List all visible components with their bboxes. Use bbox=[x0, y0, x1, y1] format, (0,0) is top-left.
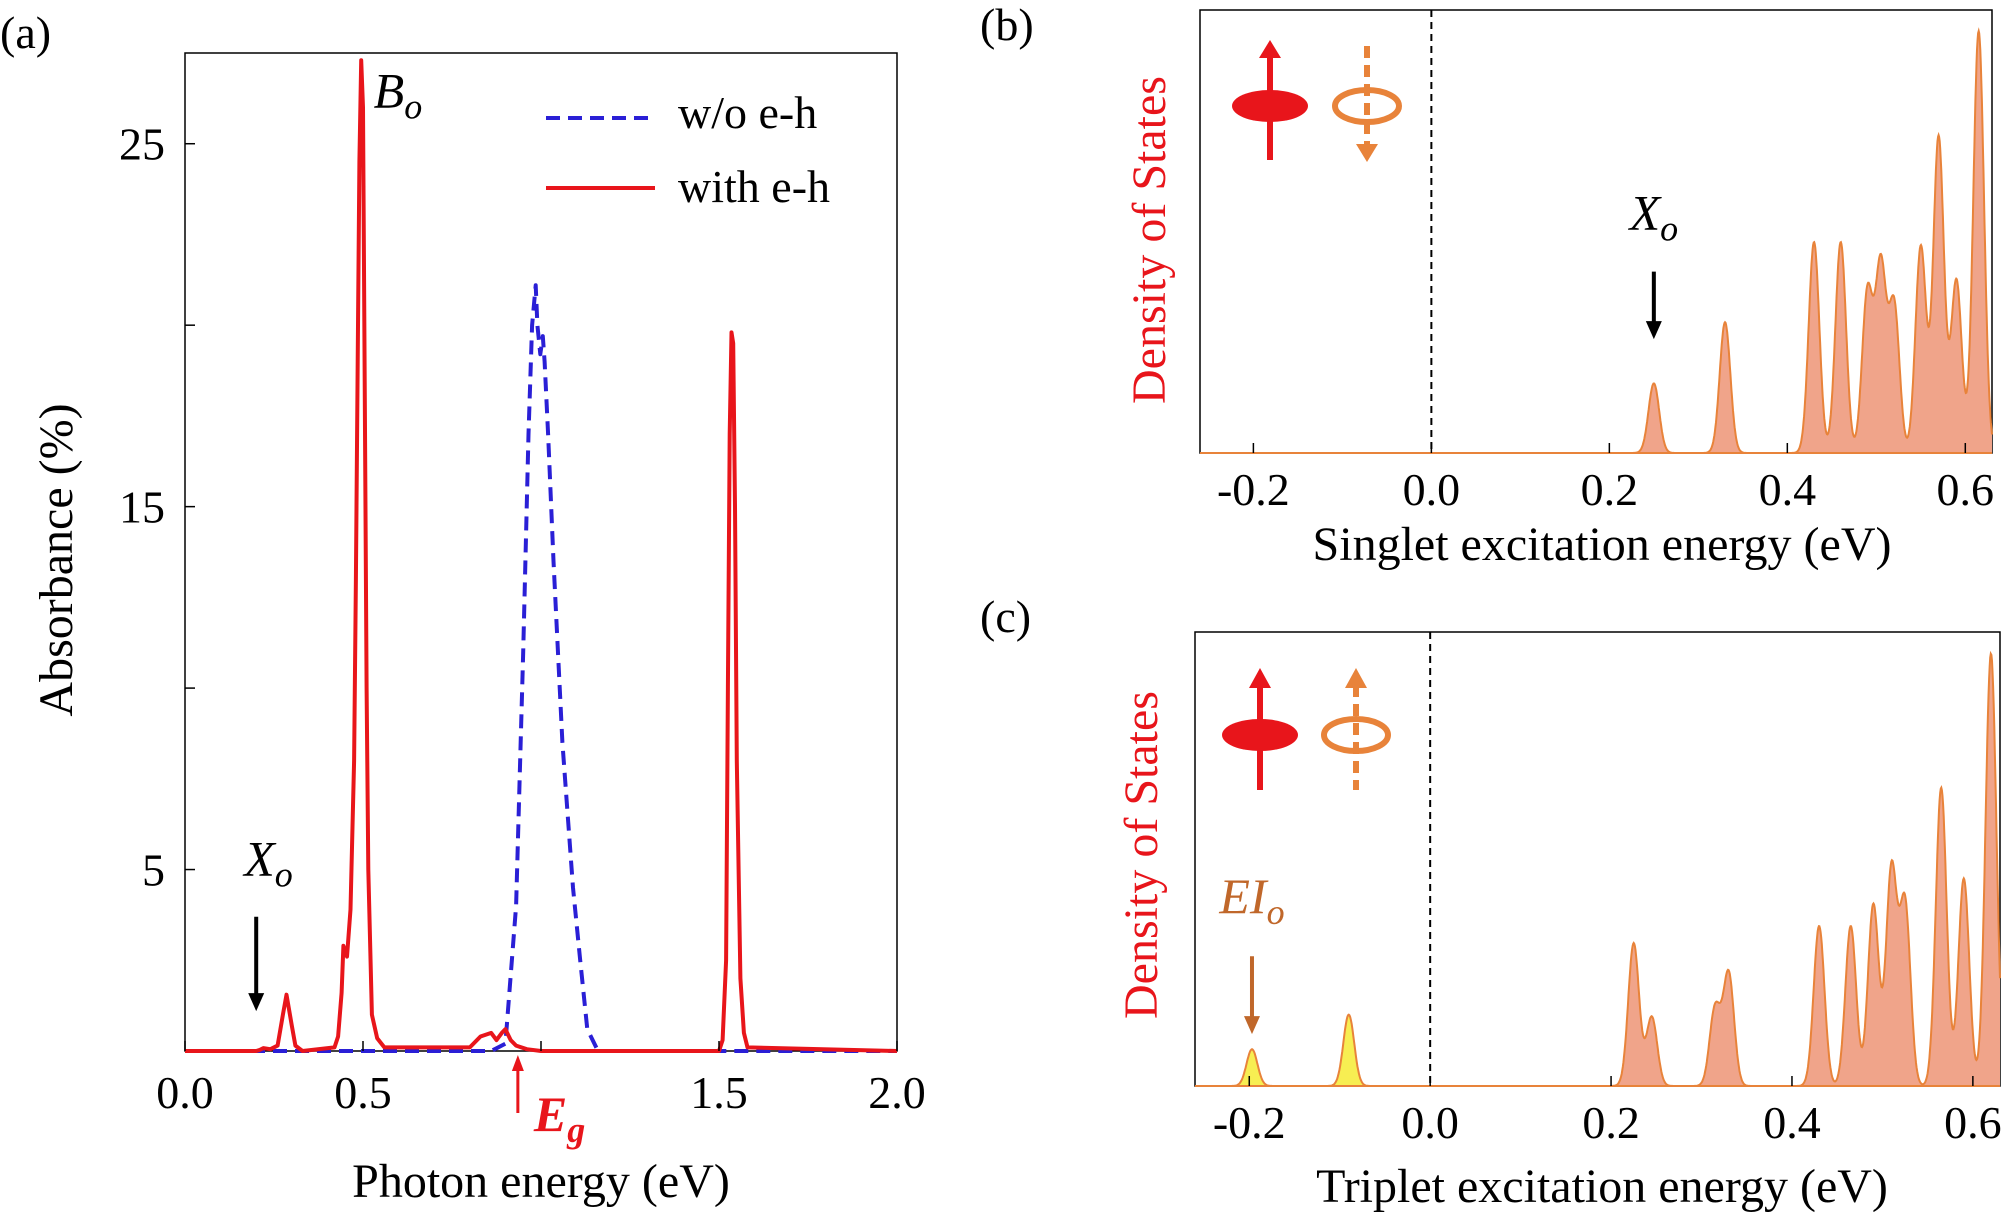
annotation-xo-arrow-head bbox=[248, 993, 265, 1012]
x-tick-label: 0.5 bbox=[334, 1067, 392, 1118]
annotation-eg: Eg bbox=[533, 1086, 585, 1150]
x-tick-label: -0.2 bbox=[1213, 1097, 1286, 1148]
series-line-wo-eh bbox=[185, 283, 897, 1053]
panel-label-b: (b) bbox=[980, 0, 1034, 50]
annotation-xo: Xo bbox=[1628, 184, 1679, 248]
panel-b-chart: -0.2 0.0 0.2 0.4 0.6 Singlet excitation ener… bbox=[1123, 9, 1995, 571]
legend-label-wo-eh: w/o e-h bbox=[678, 87, 817, 138]
annotation-eio: EIo bbox=[1218, 868, 1284, 932]
x-tick-label: 0.6 bbox=[1937, 464, 1995, 515]
x-tick-label: 0.2 bbox=[1581, 464, 1639, 515]
dos-yellow-peak bbox=[1327, 1013, 1371, 1087]
dos-yellow-peak bbox=[1230, 1048, 1274, 1087]
annotation-eg-arrow-head bbox=[511, 1055, 524, 1071]
panel-a-y-axis-label: Absorbance (%) bbox=[30, 403, 83, 716]
x-tick-label: 2.0 bbox=[868, 1067, 926, 1118]
legend-label-with-eh: with e-h bbox=[678, 161, 830, 212]
panel-label-c: (c) bbox=[980, 591, 1031, 642]
annotation-arrow-head bbox=[1645, 321, 1662, 340]
series-line-with-eh bbox=[185, 58, 898, 1053]
panel-c-x-axis-label: Triplet excitation energy (eV) bbox=[1316, 1160, 1888, 1213]
x-tick-label: 1.5 bbox=[690, 1067, 748, 1118]
x-tick-label: 0.4 bbox=[1763, 1097, 1821, 1148]
panel-b-x-axis-label: Singlet excitation energy (eV) bbox=[1313, 518, 1892, 571]
x-tick-label: 0.4 bbox=[1759, 464, 1817, 515]
annotation-xo: Xo bbox=[242, 831, 293, 895]
panel-a-legend: w/o e-h with e-h bbox=[546, 87, 830, 212]
y-tick-label: 5 bbox=[142, 845, 165, 896]
triplet-spin-icon bbox=[1222, 668, 1391, 790]
panel-c-y-axis-label: Density of States bbox=[1115, 691, 1168, 1019]
panel-c-chart: -0.2 0.0 0.2 0.4 0.6 Triplet excitation ener… bbox=[1115, 631, 2002, 1213]
y-tick-label: 15 bbox=[119, 482, 165, 533]
panel-a-x-axis-label: Photon energy (eV) bbox=[352, 1155, 730, 1208]
x-tick-label: 0.0 bbox=[1401, 1097, 1459, 1148]
panel-b-y-axis-label: Density of States bbox=[1123, 76, 1176, 404]
x-tick-label: -0.2 bbox=[1217, 464, 1290, 515]
x-tick-label: 0.0 bbox=[156, 1067, 214, 1118]
dos-fill-area bbox=[1597, 653, 2000, 1086]
annotation-arrow-head bbox=[1243, 1016, 1260, 1035]
annotation-bo: Bo bbox=[374, 62, 423, 126]
panel-a-chart: 0.0 0.5 1.5 2.0 5 15 25 Photon energy (eV) Abs… bbox=[30, 52, 926, 1208]
panel-label-a: (a) bbox=[0, 7, 51, 58]
x-tick-label: 0.6 bbox=[1944, 1097, 2002, 1148]
singlet-spin-icon bbox=[1232, 40, 1402, 162]
x-tick-label: 0.0 bbox=[1403, 464, 1461, 515]
x-tick-label: 0.2 bbox=[1582, 1097, 1640, 1148]
y-tick-label: 25 bbox=[119, 119, 165, 170]
